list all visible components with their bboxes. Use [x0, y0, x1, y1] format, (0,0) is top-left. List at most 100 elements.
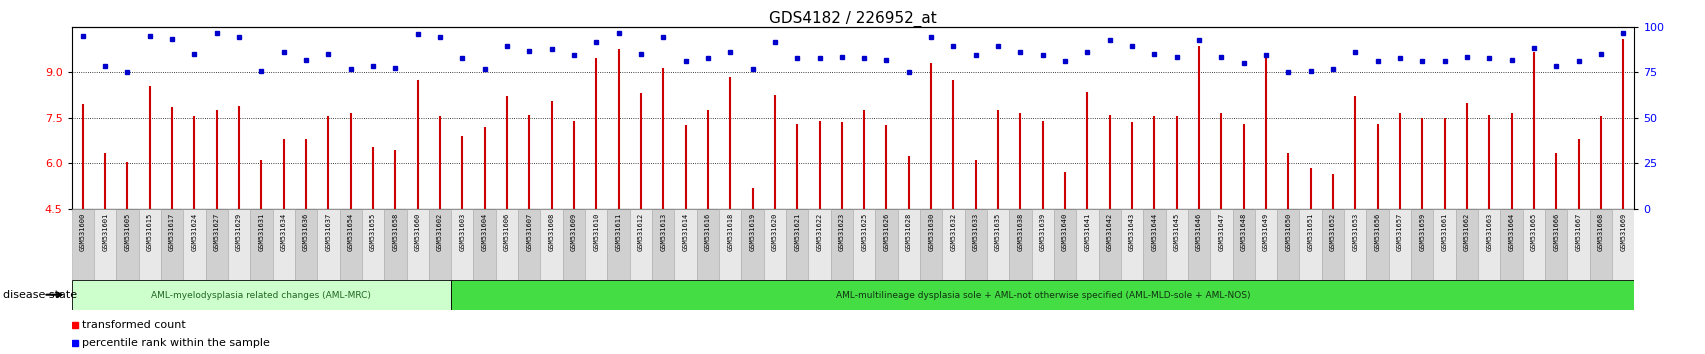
Text: GSM531607: GSM531607 [525, 212, 532, 251]
Text: GSM531666: GSM531666 [1552, 212, 1558, 251]
Bar [1165, 209, 1187, 280]
Bar [786, 209, 808, 280]
Bar [696, 209, 718, 280]
Bar [629, 209, 651, 280]
Bar [651, 209, 673, 280]
Text: GSM531600: GSM531600 [80, 212, 85, 251]
Bar [160, 209, 182, 280]
Text: GSM531605: GSM531605 [124, 212, 130, 251]
Text: GSM531648: GSM531648 [1240, 212, 1246, 251]
Bar [1142, 209, 1165, 280]
Text: GSM531635: GSM531635 [994, 212, 1001, 251]
Text: GSM531653: GSM531653 [1352, 212, 1357, 251]
Bar [897, 209, 919, 280]
Text: GSM531632: GSM531632 [950, 212, 957, 251]
Text: GSM531661: GSM531661 [1441, 212, 1448, 251]
Text: percentile rank within the sample: percentile rank within the sample [82, 338, 269, 348]
Bar [1277, 209, 1299, 280]
Bar [585, 209, 607, 280]
Text: GSM531609: GSM531609 [571, 212, 576, 251]
Text: GSM531651: GSM531651 [1306, 212, 1313, 251]
Text: GSM531654: GSM531654 [348, 212, 353, 251]
Text: GSM531646: GSM531646 [1195, 212, 1202, 251]
Text: GSM531613: GSM531613 [660, 212, 667, 251]
Text: GSM531667: GSM531667 [1575, 212, 1581, 251]
Text: transformed count: transformed count [82, 320, 186, 330]
Text: GSM531601: GSM531601 [102, 212, 107, 251]
Text: GSM531602: GSM531602 [436, 212, 443, 251]
Bar [116, 209, 138, 280]
Text: GSM531617: GSM531617 [169, 212, 176, 251]
Text: GSM531627: GSM531627 [213, 212, 220, 251]
Bar [1589, 209, 1611, 280]
Text: GSM531658: GSM531658 [392, 212, 399, 251]
Bar [1255, 209, 1277, 280]
Text: GSM531611: GSM531611 [616, 212, 621, 251]
Text: GSM531657: GSM531657 [1396, 212, 1402, 251]
Text: GSM531662: GSM531662 [1463, 212, 1470, 251]
Bar [406, 209, 428, 280]
Bar [206, 209, 228, 280]
Text: GSM531606: GSM531606 [503, 212, 510, 251]
Text: GSM531626: GSM531626 [883, 212, 888, 251]
Bar [607, 209, 629, 280]
Bar [384, 209, 406, 280]
Bar [138, 209, 160, 280]
Text: GSM531650: GSM531650 [1284, 212, 1291, 251]
Text: GSM531625: GSM531625 [861, 212, 866, 251]
Bar [182, 209, 206, 280]
Bar [273, 209, 295, 280]
Bar [251, 209, 273, 280]
Bar [1454, 209, 1477, 280]
Bar [875, 209, 897, 280]
Bar [1076, 209, 1098, 280]
Text: GSM531623: GSM531623 [839, 212, 844, 251]
Bar [1388, 209, 1410, 280]
Text: AML-multilineage dysplasia sole + AML-not otherwise specified (AML-MLD-sole + AM: AML-multilineage dysplasia sole + AML-no… [835, 291, 1250, 300]
Text: GSM531614: GSM531614 [682, 212, 689, 251]
Bar [428, 209, 450, 280]
Text: GSM531649: GSM531649 [1262, 212, 1269, 251]
Bar [1344, 209, 1366, 280]
Bar [450, 280, 1633, 310]
Bar [830, 209, 852, 280]
Text: GSM531603: GSM531603 [459, 212, 465, 251]
Text: GSM531621: GSM531621 [795, 212, 800, 251]
Text: GSM531620: GSM531620 [771, 212, 777, 251]
Bar [1477, 209, 1499, 280]
Bar [518, 209, 540, 280]
Bar [963, 209, 987, 280]
Bar [1032, 209, 1054, 280]
Text: GSM531631: GSM531631 [257, 212, 264, 251]
Bar [673, 209, 696, 280]
Bar [1299, 209, 1321, 280]
Bar [1098, 209, 1120, 280]
Text: GSM531629: GSM531629 [235, 212, 242, 251]
Text: GSM531616: GSM531616 [704, 212, 711, 251]
Text: GSM531656: GSM531656 [1374, 212, 1379, 251]
Bar [94, 209, 116, 280]
Text: GSM531645: GSM531645 [1173, 212, 1180, 251]
Bar [1611, 209, 1633, 280]
Text: GSM531640: GSM531640 [1062, 212, 1067, 251]
Text: GSM531637: GSM531637 [326, 212, 331, 251]
Text: GSM531615: GSM531615 [147, 212, 153, 251]
Bar [1321, 209, 1344, 280]
Text: GSM531647: GSM531647 [1217, 212, 1224, 251]
Bar [1231, 209, 1255, 280]
Bar [295, 209, 317, 280]
Bar [808, 209, 830, 280]
Text: AML-myelodysplasia related changes (AML-MRC): AML-myelodysplasia related changes (AML-… [152, 291, 372, 300]
Text: GSM531639: GSM531639 [1038, 212, 1045, 251]
Bar [496, 209, 518, 280]
Text: GSM531624: GSM531624 [191, 212, 198, 251]
Bar [1209, 209, 1231, 280]
Bar [718, 209, 742, 280]
Bar [1499, 209, 1523, 280]
Bar [852, 209, 875, 280]
Bar [1054, 209, 1076, 280]
Bar [361, 209, 384, 280]
Text: GSM531636: GSM531636 [303, 212, 309, 251]
Text: GSM531644: GSM531644 [1151, 212, 1156, 251]
Text: GSM531619: GSM531619 [748, 212, 755, 251]
